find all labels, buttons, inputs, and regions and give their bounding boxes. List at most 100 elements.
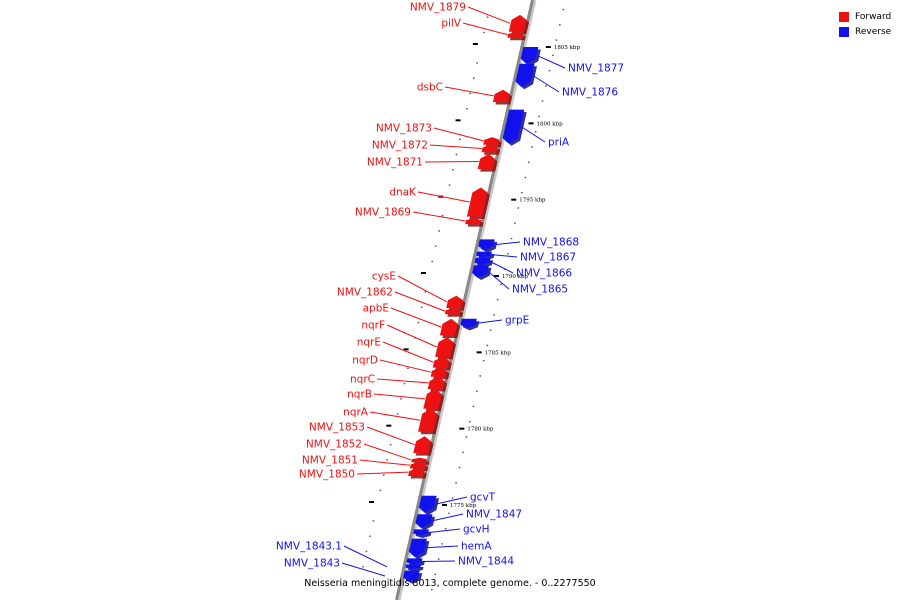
gene-arrow-nmv-1843[interactable]	[403, 570, 420, 582]
gene-label[interactable]: nqrD	[352, 355, 378, 367]
gene-arrow-nqrd[interactable]	[430, 367, 447, 377]
gene-arrow-nmv-1871[interactable]	[477, 153, 495, 170]
gene-label[interactable]: NMV_1877	[568, 63, 624, 75]
gene-label[interactable]: NMV_1852	[306, 439, 362, 451]
gene-label[interactable]: cysE	[372, 271, 396, 283]
gene-label[interactable]: NMV_1879	[410, 2, 466, 14]
minor-tick	[431, 260, 434, 263]
gene-arrow-pilv[interactable]	[507, 31, 524, 38]
label-leader	[382, 341, 434, 363]
gene-label[interactable]: nqrF	[361, 320, 385, 332]
gene-label[interactable]: NMV_1862	[337, 287, 393, 299]
gene-arrow-nqre[interactable]	[432, 356, 450, 368]
gene-arrow-gcvh[interactable]	[413, 529, 429, 536]
label-leader	[343, 545, 388, 568]
gene-arrow-cyse[interactable]	[446, 295, 463, 309]
label-leader	[490, 261, 514, 274]
tick-label: 1785 kbp	[485, 350, 512, 356]
gene-arrow-nmv-1867[interactable]	[476, 251, 492, 258]
gene-arrow-nqrc[interactable]	[427, 376, 445, 389]
gene-label[interactable]: NMV_1851	[302, 455, 358, 467]
gene-label[interactable]: NMV_1865	[512, 284, 568, 296]
gene-label[interactable]: dnaK	[389, 187, 417, 199]
gene-arrow-nmv-1868[interactable]	[478, 239, 495, 250]
gene-label[interactable]: NMV_1871	[367, 157, 423, 169]
minor-tick	[441, 214, 444, 217]
minor-tick	[562, 8, 565, 11]
gene-arrow-hema[interactable]	[408, 538, 427, 557]
label-leader	[412, 211, 466, 222]
gene-arrow-nmv-1877[interactable]	[520, 47, 539, 64]
gene-label[interactable]: NMV_1843	[284, 558, 340, 570]
gene-label[interactable]: nqrC	[350, 374, 375, 386]
gene-arrow-nmv-1850[interactable]	[408, 468, 425, 476]
minor-tick	[559, 24, 561, 26]
gene-arrow-nmv-1843-1[interactable]	[405, 564, 421, 570]
minor-tick	[451, 497, 454, 499]
legend-label-forward: Forward	[855, 11, 892, 22]
label-leader	[366, 426, 415, 446]
gene-arrow-gcvt[interactable]	[418, 495, 437, 513]
gene-arrow-grpe[interactable]	[460, 318, 477, 328]
gene-label[interactable]: NMV_1847	[466, 509, 522, 521]
gene-arrow-nmv-1847[interactable]	[415, 514, 433, 528]
forward-swatch	[839, 11, 849, 22]
minor-tick	[469, 92, 472, 95]
gene-arrow-nmv-1844[interactable]	[406, 558, 423, 565]
label-leader	[493, 241, 521, 246]
gene-label[interactable]: gcvT	[470, 492, 496, 504]
gene-label[interactable]: NMV_1876	[562, 87, 618, 99]
gene-label[interactable]: priA	[548, 137, 570, 149]
gene-label[interactable]: dsbC	[417, 82, 443, 94]
gene-label[interactable]: NMV_1869	[355, 207, 411, 219]
gene-arrow-nqrf[interactable]	[435, 337, 454, 357]
gene-label[interactable]: NMV_1853	[309, 422, 365, 434]
gene-label[interactable]: NMV_1867	[520, 252, 576, 264]
minor-tick	[389, 443, 392, 446]
gene-label[interactable]: nqrA	[343, 407, 369, 419]
minor-tick	[462, 451, 464, 453]
gene-label[interactable]: nqrB	[347, 389, 372, 401]
minor-tick	[421, 306, 423, 308]
label-leader	[376, 378, 429, 384]
gene-arrow-nmv-1876[interactable]	[515, 63, 535, 87]
minor-tick	[555, 39, 558, 41]
minor-tick	[524, 176, 527, 179]
gene-arrow-nmv-1866[interactable]	[474, 257, 491, 266]
gene-label[interactable]: grpE	[505, 315, 529, 327]
minor-tick	[482, 359, 485, 362]
gene-arrow-nmv-1851[interactable]	[409, 462, 426, 469]
gene-arrow-nmv-1873[interactable]	[483, 137, 500, 145]
minor-tick	[438, 230, 440, 232]
gene-label[interactable]: NMV_1850	[299, 469, 355, 481]
gene-label[interactable]: gcvH	[463, 524, 490, 536]
gene-arrow-dsbc[interactable]	[492, 89, 510, 102]
gene-arrow-nqra[interactable]	[418, 408, 438, 432]
gene-label[interactable]: nqrE	[357, 337, 381, 349]
gene-arrow-nmv-1879[interactable]	[508, 14, 527, 32]
gene-label[interactable]: NMV_1844	[458, 556, 514, 568]
gene-label[interactable]: NMV_1843.1	[276, 541, 342, 553]
gene-arrow-nqrb[interactable]	[423, 389, 442, 409]
gene-label[interactable]: pilV	[441, 18, 461, 30]
gene-arrow-nmv-1865[interactable]	[472, 265, 489, 278]
gene-arrow-apbe[interactable]	[439, 318, 458, 336]
label-leader	[532, 74, 560, 93]
minor-tick	[372, 520, 375, 522]
minor-tick	[386, 459, 389, 461]
gene-arrow-nmv-1852[interactable]	[411, 457, 427, 463]
gene-label[interactable]: NMV_1866	[516, 268, 572, 280]
gene-label[interactable]: apbE	[363, 303, 389, 315]
gene-arrow-pria[interactable]	[502, 109, 525, 144]
gene-label[interactable]: hemA	[461, 541, 492, 553]
gene-label[interactable]: NMV_1873	[376, 123, 432, 135]
minor-tick	[434, 573, 437, 576]
gene-arrow-nmv-1869[interactable]	[465, 218, 482, 225]
gene-label[interactable]: NMV_1872	[372, 140, 428, 152]
gene-arrow-dnak[interactable]	[466, 187, 488, 217]
gene-arrow-nmv-1862[interactable]	[444, 308, 461, 315]
gene-label[interactable]: NMV_1868	[523, 237, 579, 249]
gene-arrow-nmv-1872[interactable]	[481, 144, 498, 153]
gene-arrow-nmv-1853[interactable]	[413, 436, 431, 454]
